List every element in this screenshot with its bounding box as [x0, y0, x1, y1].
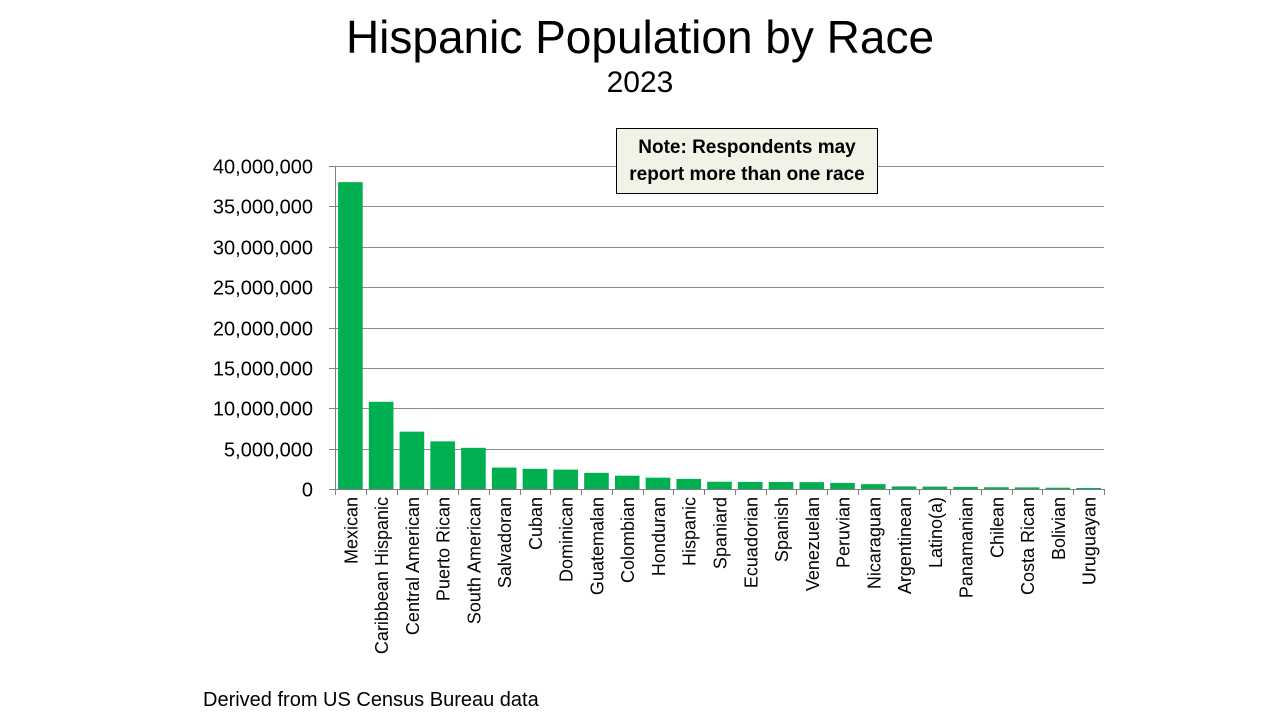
- bar: [984, 487, 1009, 489]
- y-tick-label: 5,000,000: [224, 440, 313, 462]
- bar: [768, 481, 794, 489]
- bar: [522, 468, 548, 489]
- x-tick-label: Panamanian: [957, 497, 977, 598]
- bar: [584, 472, 609, 489]
- chart-title: Hispanic Population by Race: [345, 11, 935, 63]
- bar: [799, 482, 825, 489]
- bar: [430, 441, 455, 489]
- y-tick-label: 40,000,000: [213, 157, 313, 179]
- x-tick-label: Salvadoran: [495, 497, 515, 588]
- x-tick-label: Costa Rican: [1018, 497, 1038, 595]
- bar: [676, 478, 702, 489]
- x-tick-label: Central American: [403, 497, 423, 635]
- bar: [368, 401, 394, 489]
- x-tick-label: Guatemalan: [587, 497, 607, 595]
- x-tick-label: Venezuelan: [803, 497, 823, 591]
- x-tick-label: Bolivian: [1049, 497, 1069, 560]
- x-tick-label: Latino(a): [926, 497, 946, 568]
- bar: [737, 481, 763, 489]
- x-tick-label: Argentinean: [895, 497, 915, 594]
- source-note: Derived from US Census Bureau data: [203, 689, 539, 711]
- y-tick-label: 35,000,000: [213, 197, 313, 219]
- note-text: Note: Respondents may report more than o…: [629, 137, 865, 185]
- x-tick-label: Spaniard: [711, 497, 731, 569]
- bar: [461, 447, 486, 489]
- x-tick-label: Caribbean Hispanic: [372, 497, 392, 654]
- x-tick-label: Uruguayan: [1080, 497, 1100, 585]
- bar: [830, 482, 855, 489]
- chart-subtitle: 2023: [606, 66, 674, 99]
- y-tick-labels: 0 5,000,000 10,000,000 15,000,000 20,000,000…: [213, 157, 313, 502]
- gridlines: [329, 166, 1104, 490]
- y-tick-label: 30,000,000: [213, 238, 313, 260]
- bar: [1014, 487, 1040, 489]
- x-tick-label: Puerto Rican: [434, 497, 454, 601]
- x-tick-label: Ecuadorian: [741, 497, 761, 588]
- x-tick-label: South American: [464, 497, 484, 624]
- x-tick-label: Hispanic: [680, 497, 700, 566]
- bar: [491, 467, 517, 489]
- bars: [338, 182, 1101, 489]
- bar: [338, 182, 363, 489]
- x-tick-label: Nicaraguan: [864, 497, 884, 589]
- x-tick-labels: Mexican Caribbean Hispanic Central America…: [341, 497, 1099, 654]
- bar: [922, 486, 948, 489]
- bar: [1045, 487, 1071, 489]
- x-tick-label: Dominican: [557, 497, 577, 582]
- y-tick-label: 0: [302, 480, 313, 502]
- x-tick-label: Cuban: [526, 497, 546, 550]
- x-tick-label: Mexican: [341, 497, 361, 564]
- y-tick-label: 20,000,000: [213, 319, 313, 341]
- x-tick-label: Peruvian: [834, 497, 854, 568]
- bar: [399, 431, 425, 489]
- x-tick-label: Spanish: [772, 497, 792, 562]
- note-box: Note: Respondents may report more than o…: [616, 128, 878, 194]
- x-tick-label: Chilean: [987, 497, 1007, 558]
- bar: [614, 475, 640, 489]
- bar: [1076, 487, 1101, 489]
- bar: [953, 486, 978, 489]
- bar: [553, 469, 579, 489]
- y-tick-label: 15,000,000: [213, 359, 313, 381]
- bar: [707, 481, 732, 489]
- y-tick-label: 25,000,000: [213, 278, 313, 300]
- x-tick-label: Colombian: [618, 497, 638, 583]
- bar: [645, 477, 671, 489]
- x-tick-label: Honduran: [649, 497, 669, 576]
- axes: [335, 166, 1105, 495]
- y-tick-label: 10,000,000: [213, 399, 313, 421]
- bar: [891, 486, 917, 489]
- bar: [861, 484, 886, 489]
